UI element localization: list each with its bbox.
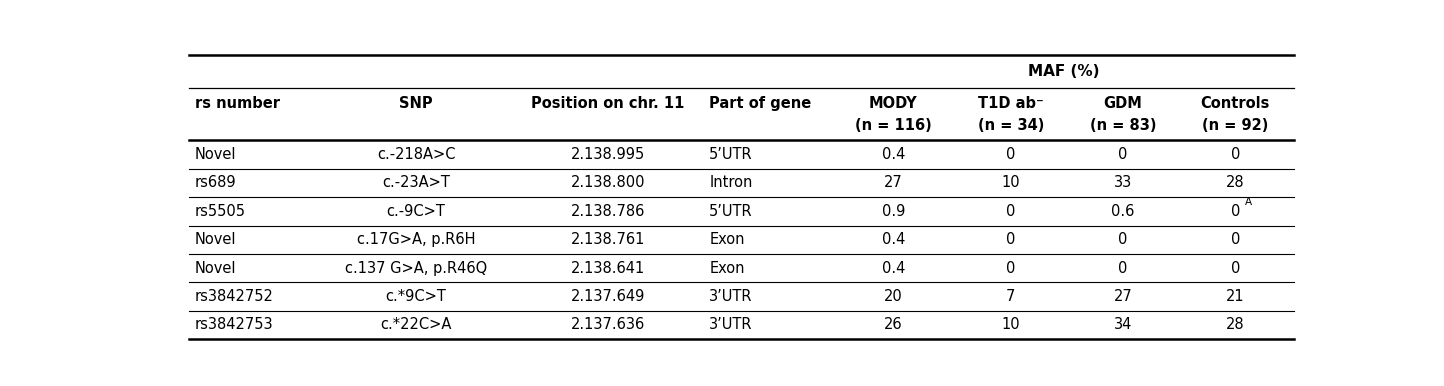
Text: (n = 116): (n = 116): [855, 118, 931, 133]
Text: 2.138.761: 2.138.761: [570, 232, 645, 247]
Text: 27: 27: [1113, 289, 1132, 304]
Text: 0: 0: [1118, 147, 1128, 162]
Text: Exon: Exon: [709, 232, 745, 247]
Text: MAF (%): MAF (%): [1028, 64, 1100, 79]
Text: 0.4: 0.4: [882, 261, 905, 276]
Text: SNP: SNP: [400, 96, 433, 111]
Text: 2.138.995: 2.138.995: [570, 147, 645, 162]
Text: GDM: GDM: [1103, 96, 1142, 111]
Text: 0: 0: [1118, 232, 1128, 247]
Text: 2.137.636: 2.137.636: [570, 317, 645, 332]
Text: 10: 10: [1002, 176, 1021, 190]
Text: 33: 33: [1113, 176, 1132, 190]
Text: 0.4: 0.4: [882, 147, 905, 162]
Text: 21: 21: [1226, 289, 1245, 304]
Text: 0: 0: [1006, 147, 1015, 162]
Text: c.*22C>A: c.*22C>A: [381, 317, 452, 332]
Text: 3’UTR: 3’UTR: [709, 289, 752, 304]
Text: c.-218A>C: c.-218A>C: [377, 147, 455, 162]
Text: Part of gene: Part of gene: [709, 96, 812, 111]
Text: 2.138.641: 2.138.641: [570, 261, 645, 276]
Text: rs3842753: rs3842753: [195, 317, 274, 332]
Text: 0: 0: [1230, 232, 1240, 247]
Text: T1D ab⁻: T1D ab⁻: [978, 96, 1044, 111]
Text: 7: 7: [1006, 289, 1015, 304]
Text: c.17G>A, p.R6H: c.17G>A, p.R6H: [357, 232, 475, 247]
Text: Novel: Novel: [195, 261, 237, 276]
Text: 2.138.786: 2.138.786: [570, 204, 645, 219]
Text: 0: 0: [1006, 204, 1015, 219]
Text: 5’UTR: 5’UTR: [709, 204, 752, 219]
Text: MODY: MODY: [869, 96, 917, 111]
Text: c.-23A>T: c.-23A>T: [383, 176, 451, 190]
Text: rs5505: rs5505: [195, 204, 245, 219]
Text: rs number: rs number: [195, 96, 280, 111]
Text: Exon: Exon: [709, 261, 745, 276]
Text: 34: 34: [1113, 317, 1132, 332]
Text: 0: 0: [1230, 204, 1240, 219]
Text: 0: 0: [1006, 232, 1015, 247]
Text: 0: 0: [1230, 261, 1240, 276]
Text: 28: 28: [1226, 317, 1245, 332]
Text: 0: 0: [1118, 261, 1128, 276]
Text: 2.138.800: 2.138.800: [570, 176, 645, 190]
Text: 0: 0: [1230, 147, 1240, 162]
Text: Controls: Controls: [1200, 96, 1269, 111]
Text: c.*9C>T: c.*9C>T: [386, 289, 446, 304]
Text: 0.9: 0.9: [882, 204, 905, 219]
Text: Intron: Intron: [709, 176, 752, 190]
Text: (n = 34): (n = 34): [978, 118, 1044, 133]
Text: 0.6: 0.6: [1112, 204, 1135, 219]
Text: c.-9C>T: c.-9C>T: [387, 204, 446, 219]
Text: Position on chr. 11: Position on chr. 11: [531, 96, 684, 111]
Text: A: A: [1245, 197, 1252, 207]
Text: Novel: Novel: [195, 232, 237, 247]
Text: 5’UTR: 5’UTR: [709, 147, 752, 162]
Text: 0: 0: [1006, 261, 1015, 276]
Text: 2.137.649: 2.137.649: [570, 289, 645, 304]
Text: 27: 27: [884, 176, 902, 190]
Text: rs689: rs689: [195, 176, 237, 190]
Text: c.137 G>A, p.R46Q: c.137 G>A, p.R46Q: [345, 261, 487, 276]
Text: 10: 10: [1002, 317, 1021, 332]
Text: 26: 26: [884, 317, 902, 332]
Text: (n = 83): (n = 83): [1090, 118, 1157, 133]
Text: (n = 92): (n = 92): [1201, 118, 1268, 133]
Text: rs3842752: rs3842752: [195, 289, 274, 304]
Text: Novel: Novel: [195, 147, 237, 162]
Text: 20: 20: [884, 289, 902, 304]
Text: 0.4: 0.4: [882, 232, 905, 247]
Text: 3’UTR: 3’UTR: [709, 317, 752, 332]
Text: 28: 28: [1226, 176, 1245, 190]
